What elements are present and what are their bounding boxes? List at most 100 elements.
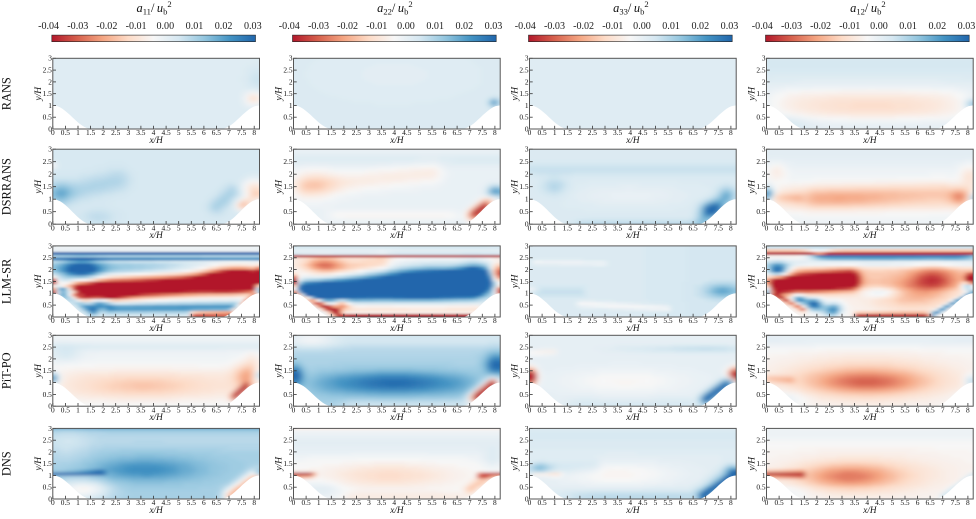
- svg-text:0: 0: [528, 223, 532, 232]
- svg-text:1.5: 1.5: [756, 277, 766, 286]
- svg-text:1.5: 1.5: [283, 459, 293, 468]
- svg-text:2: 2: [762, 354, 766, 363]
- svg-text:3.5: 3.5: [613, 498, 623, 507]
- svg-text:a22/ ub2: a22/ ub2: [377, 0, 413, 16]
- svg-text:0.5: 0.5: [774, 498, 784, 507]
- svg-text:0: 0: [525, 220, 529, 229]
- svg-text:0: 0: [762, 220, 766, 229]
- svg-text:2.5: 2.5: [588, 223, 598, 232]
- svg-text:6.5: 6.5: [452, 128, 462, 137]
- svg-text:5.5: 5.5: [900, 498, 910, 507]
- svg-text:5.5: 5.5: [663, 498, 673, 507]
- svg-text:1.5: 1.5: [327, 223, 337, 232]
- svg-text:5: 5: [177, 405, 181, 414]
- svg-text:2: 2: [815, 498, 819, 507]
- svg-text:0: 0: [51, 498, 55, 507]
- svg-text:0: 0: [292, 405, 296, 414]
- svg-text:7: 7: [227, 223, 231, 232]
- svg-text:0: 0: [292, 128, 296, 137]
- svg-text:6: 6: [202, 498, 206, 507]
- svg-text:7: 7: [468, 405, 472, 414]
- svg-text:0: 0: [48, 494, 52, 503]
- svg-text:3: 3: [525, 241, 529, 250]
- svg-text:5.5: 5.5: [187, 498, 197, 507]
- svg-text:8: 8: [966, 316, 970, 325]
- svg-text:0: 0: [765, 223, 769, 232]
- svg-text:6: 6: [679, 405, 683, 414]
- svg-text:4: 4: [628, 223, 632, 232]
- svg-text:0: 0: [528, 405, 532, 414]
- svg-text:-0.04: -0.04: [515, 21, 536, 32]
- svg-text:0.5: 0.5: [537, 128, 547, 137]
- svg-text:2: 2: [48, 170, 52, 179]
- svg-text:1.5: 1.5: [800, 223, 810, 232]
- svg-text:3: 3: [840, 405, 844, 414]
- svg-text:1.5: 1.5: [519, 89, 529, 98]
- svg-text:5.5: 5.5: [187, 128, 197, 137]
- svg-text:7.5: 7.5: [478, 405, 488, 414]
- svg-text:6: 6: [679, 223, 683, 232]
- svg-text:5: 5: [177, 128, 181, 137]
- svg-text:y/H: y/H: [748, 456, 758, 472]
- svg-text:3: 3: [289, 54, 293, 63]
- svg-text:5: 5: [891, 498, 895, 507]
- svg-text:4.5: 4.5: [638, 498, 648, 507]
- svg-text:7: 7: [941, 128, 945, 137]
- svg-text:4: 4: [392, 316, 396, 325]
- svg-text:0.5: 0.5: [43, 113, 53, 122]
- svg-text:x/H: x/H: [148, 135, 164, 145]
- svg-text:7.5: 7.5: [237, 223, 247, 232]
- svg-text:0: 0: [289, 312, 293, 321]
- svg-text:1: 1: [525, 195, 529, 204]
- svg-text:7.5: 7.5: [714, 498, 724, 507]
- svg-text:6: 6: [679, 498, 683, 507]
- svg-text:6.5: 6.5: [688, 316, 698, 325]
- svg-text:6: 6: [916, 316, 920, 325]
- svg-text:1.5: 1.5: [800, 316, 810, 325]
- svg-text:2.5: 2.5: [588, 316, 598, 325]
- svg-text:4: 4: [865, 316, 869, 325]
- svg-text:1.5: 1.5: [800, 498, 810, 507]
- svg-text:2.5: 2.5: [283, 343, 293, 352]
- svg-text:2.5: 2.5: [756, 66, 766, 75]
- svg-text:0.03: 0.03: [244, 21, 262, 32]
- svg-text:x/H: x/H: [862, 135, 878, 145]
- svg-text:7.5: 7.5: [951, 128, 961, 137]
- svg-text:6: 6: [679, 128, 683, 137]
- svg-text:0.5: 0.5: [43, 483, 53, 492]
- svg-text:3: 3: [289, 331, 293, 340]
- svg-text:3: 3: [367, 498, 371, 507]
- svg-text:0.5: 0.5: [43, 207, 53, 216]
- svg-text:0.5: 0.5: [61, 316, 71, 325]
- svg-text:8: 8: [966, 128, 970, 137]
- svg-text:x/H: x/H: [389, 323, 405, 333]
- svg-text:8: 8: [966, 405, 970, 414]
- svg-text:2: 2: [48, 77, 52, 86]
- svg-text:3: 3: [48, 54, 52, 63]
- svg-text:2.5: 2.5: [519, 436, 529, 445]
- svg-text:2: 2: [525, 354, 529, 363]
- svg-text:0.5: 0.5: [537, 223, 547, 232]
- svg-text:y/H: y/H: [34, 363, 44, 379]
- svg-text:3: 3: [840, 128, 844, 137]
- svg-text:8: 8: [966, 498, 970, 507]
- svg-text:y/H: y/H: [511, 179, 521, 195]
- svg-text:0: 0: [51, 128, 55, 137]
- svg-text:1: 1: [289, 471, 293, 480]
- svg-text:0: 0: [528, 128, 532, 137]
- svg-text:2.5: 2.5: [588, 128, 598, 137]
- svg-text:6.5: 6.5: [925, 223, 935, 232]
- svg-text:1.5: 1.5: [519, 366, 529, 375]
- svg-text:0.5: 0.5: [43, 390, 53, 399]
- svg-text:2: 2: [578, 498, 582, 507]
- svg-text:1.5: 1.5: [43, 277, 53, 286]
- svg-text:2: 2: [48, 447, 52, 456]
- svg-text:6.5: 6.5: [212, 223, 222, 232]
- svg-text:8: 8: [252, 498, 256, 507]
- svg-text:3.5: 3.5: [377, 128, 387, 137]
- svg-text:1: 1: [553, 498, 557, 507]
- svg-text:a11/ ub2: a11/ ub2: [136, 0, 171, 16]
- svg-text:2.5: 2.5: [825, 128, 835, 137]
- svg-text:5.5: 5.5: [427, 128, 437, 137]
- svg-text:5: 5: [891, 128, 895, 137]
